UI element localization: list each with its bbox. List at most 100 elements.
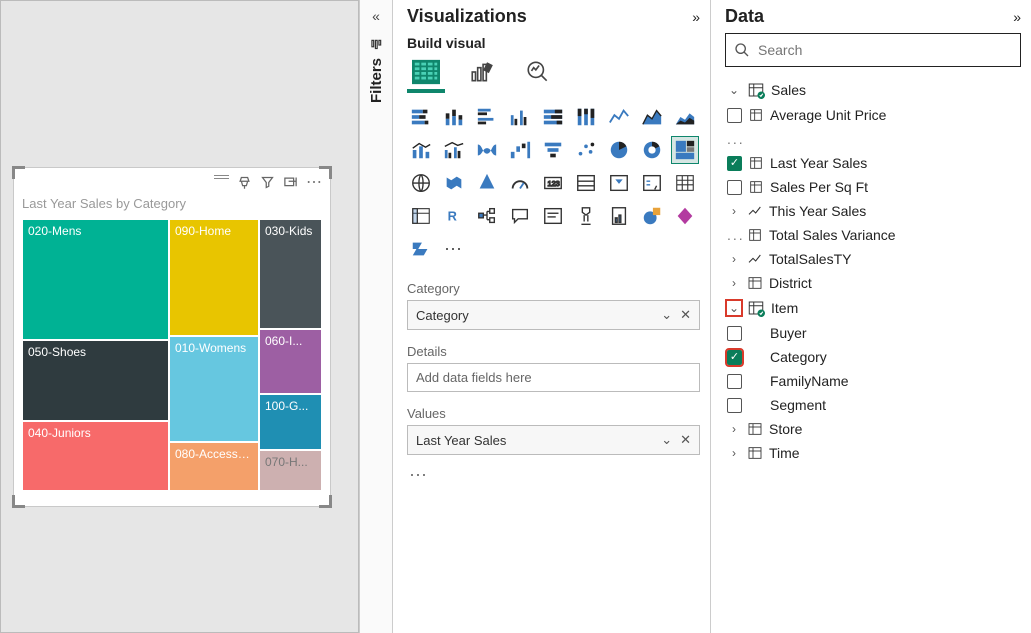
resize-handle-tl[interactable] [12,166,25,179]
treemap-visual[interactable]: ⋯ Last Year Sales by Category 020-Mens 0… [13,167,331,507]
field-familyname[interactable]: FamilyName [725,369,1021,393]
azure-map-icon[interactable] [473,169,501,197]
treemap-icon[interactable] [671,136,699,164]
table-time[interactable]: › Time [725,441,1021,465]
field-more[interactable]: ... [725,127,1021,151]
scatter-icon[interactable] [572,136,600,164]
table-sales[interactable]: ⌄ Sales [725,77,1021,103]
remove-field-icon[interactable]: ✕ [680,432,691,448]
tile-080-accessories[interactable]: 080-Accesso... [170,443,258,490]
arcgis-icon[interactable] [638,202,666,230]
table-district[interactable]: › District [725,271,1021,295]
pie-icon[interactable] [605,136,633,164]
tile-060[interactable]: 060-I... [260,330,321,392]
100-stacked-column-icon[interactable] [572,103,600,131]
tile-070[interactable]: 070-H... [260,451,321,490]
details-field-well[interactable]: Add data fields here [407,363,700,392]
paginated-report-icon[interactable] [605,202,633,230]
resize-handle-br[interactable] [319,495,332,508]
chevron-right-icon[interactable]: › [727,446,741,460]
area-chart-icon[interactable] [638,103,666,131]
funnel-icon[interactable] [539,136,567,164]
field-last-year-sales[interactable]: ✓ Last Year Sales [725,151,1021,175]
checkbox[interactable] [727,108,742,123]
donut-icon[interactable] [638,136,666,164]
kpi-icon[interactable] [605,169,633,197]
chevron-right-icon[interactable]: › [727,276,741,290]
chevron-down-icon[interactable]: ⌄ [661,432,672,448]
checkbox-checked[interactable]: ✓ [727,156,742,171]
build-visual-tab[interactable] [411,57,441,87]
field-total-sales-variance[interactable]: ... Total Sales Variance [725,223,1021,247]
stacked-bar-icon[interactable] [407,103,435,131]
power-apps-icon[interactable] [671,202,699,230]
tile-010-womens[interactable]: 010-Womens [170,337,258,441]
clustered-column-icon[interactable] [506,103,534,131]
chevron-right-icon[interactable]: › [727,422,741,436]
checkbox[interactable] [727,180,742,195]
filter-icon[interactable] [260,175,275,190]
resize-handle-tr[interactable] [319,166,332,179]
line-stacked-column-icon[interactable] [407,136,435,164]
map-icon[interactable] [407,169,435,197]
tile-020-mens[interactable]: 020-Mens [23,220,168,339]
format-visual-tab[interactable] [467,57,497,87]
chevron-right-icon[interactable]: › [727,252,741,266]
field-sales-per-sq-ft[interactable]: Sales Per Sq Ft [725,175,1021,199]
chevron-down-icon[interactable]: ⌄ [727,83,741,97]
checkbox[interactable] [727,398,742,413]
card-icon[interactable]: 123 [539,169,567,197]
collapse-data-icon[interactable]: » [1013,9,1021,25]
drag-handle-icon[interactable] [214,175,229,190]
collapse-visualizations-icon[interactable]: » [692,9,700,25]
qa-visual-icon[interactable] [506,202,534,230]
table-icon[interactable] [671,169,699,197]
tile-050-shoes[interactable]: 050-Shoes [23,341,168,420]
checkbox[interactable] [727,374,742,389]
decomposition-tree-icon[interactable] [473,202,501,230]
chevron-down-icon-highlighted[interactable]: ⌄ [727,301,741,315]
filled-map-icon[interactable] [440,169,468,197]
filters-rail-collapsed[interactable]: « Filters [359,0,393,633]
table-item[interactable]: ⌄ Item [725,295,1021,321]
ribbon-chart-icon[interactable] [473,136,501,164]
field-total-sales-ty[interactable]: › TotalSalesTY [725,247,1021,271]
chevron-down-icon[interactable]: ⌄ [661,307,672,323]
multi-row-card-icon[interactable] [572,169,600,197]
tile-090-home[interactable]: 090-Home [170,220,258,335]
stacked-area-icon[interactable] [671,103,699,131]
pin-icon[interactable] [237,175,252,190]
goals-icon[interactable] [572,202,600,230]
gauge-icon[interactable] [506,169,534,197]
clustered-bar-icon[interactable] [473,103,501,131]
r-visual-icon[interactable]: R [440,202,468,230]
power-automate-icon[interactable] [407,235,435,263]
smart-narrative-icon[interactable] [539,202,567,230]
resize-handle-bl[interactable] [12,495,25,508]
tile-100[interactable]: 100-G... [260,395,321,449]
tile-040-juniors[interactable]: 040-Juniors [23,422,168,491]
checkbox[interactable] [727,326,742,341]
stacked-column-icon[interactable] [440,103,468,131]
report-canvas[interactable]: ⋯ Last Year Sales by Category 020-Mens 0… [0,0,359,633]
analytics-tab[interactable] [523,57,553,87]
table-store[interactable]: › Store [725,417,1021,441]
line-chart-icon[interactable] [605,103,633,131]
field-category[interactable]: ✓ Category [725,345,1021,369]
line-clustered-column-icon[interactable] [440,136,468,164]
category-field-well[interactable]: Category ⌄✕ [407,300,700,330]
remove-field-icon[interactable]: ✕ [680,307,691,323]
field-average-unit-price[interactable]: Average Unit Price [725,103,1021,127]
checkbox-checked-highlighted[interactable]: ✓ [727,350,742,365]
slicer-icon[interactable] [638,169,666,197]
more-wells-icon[interactable]: ⋯ [407,465,700,486]
focus-mode-icon[interactable] [283,175,298,190]
field-this-year-sales[interactable]: › This Year Sales [725,199,1021,223]
field-buyer[interactable]: Buyer [725,321,1021,345]
100-stacked-bar-icon[interactable] [539,103,567,131]
waterfall-icon[interactable] [506,136,534,164]
values-field-well[interactable]: Last Year Sales ⌄✕ [407,425,700,455]
tile-030-kids[interactable]: 030-Kids [260,220,321,328]
matrix-icon[interactable] [407,202,435,230]
get-more-visuals-icon[interactable]: ⋯ [440,235,468,263]
